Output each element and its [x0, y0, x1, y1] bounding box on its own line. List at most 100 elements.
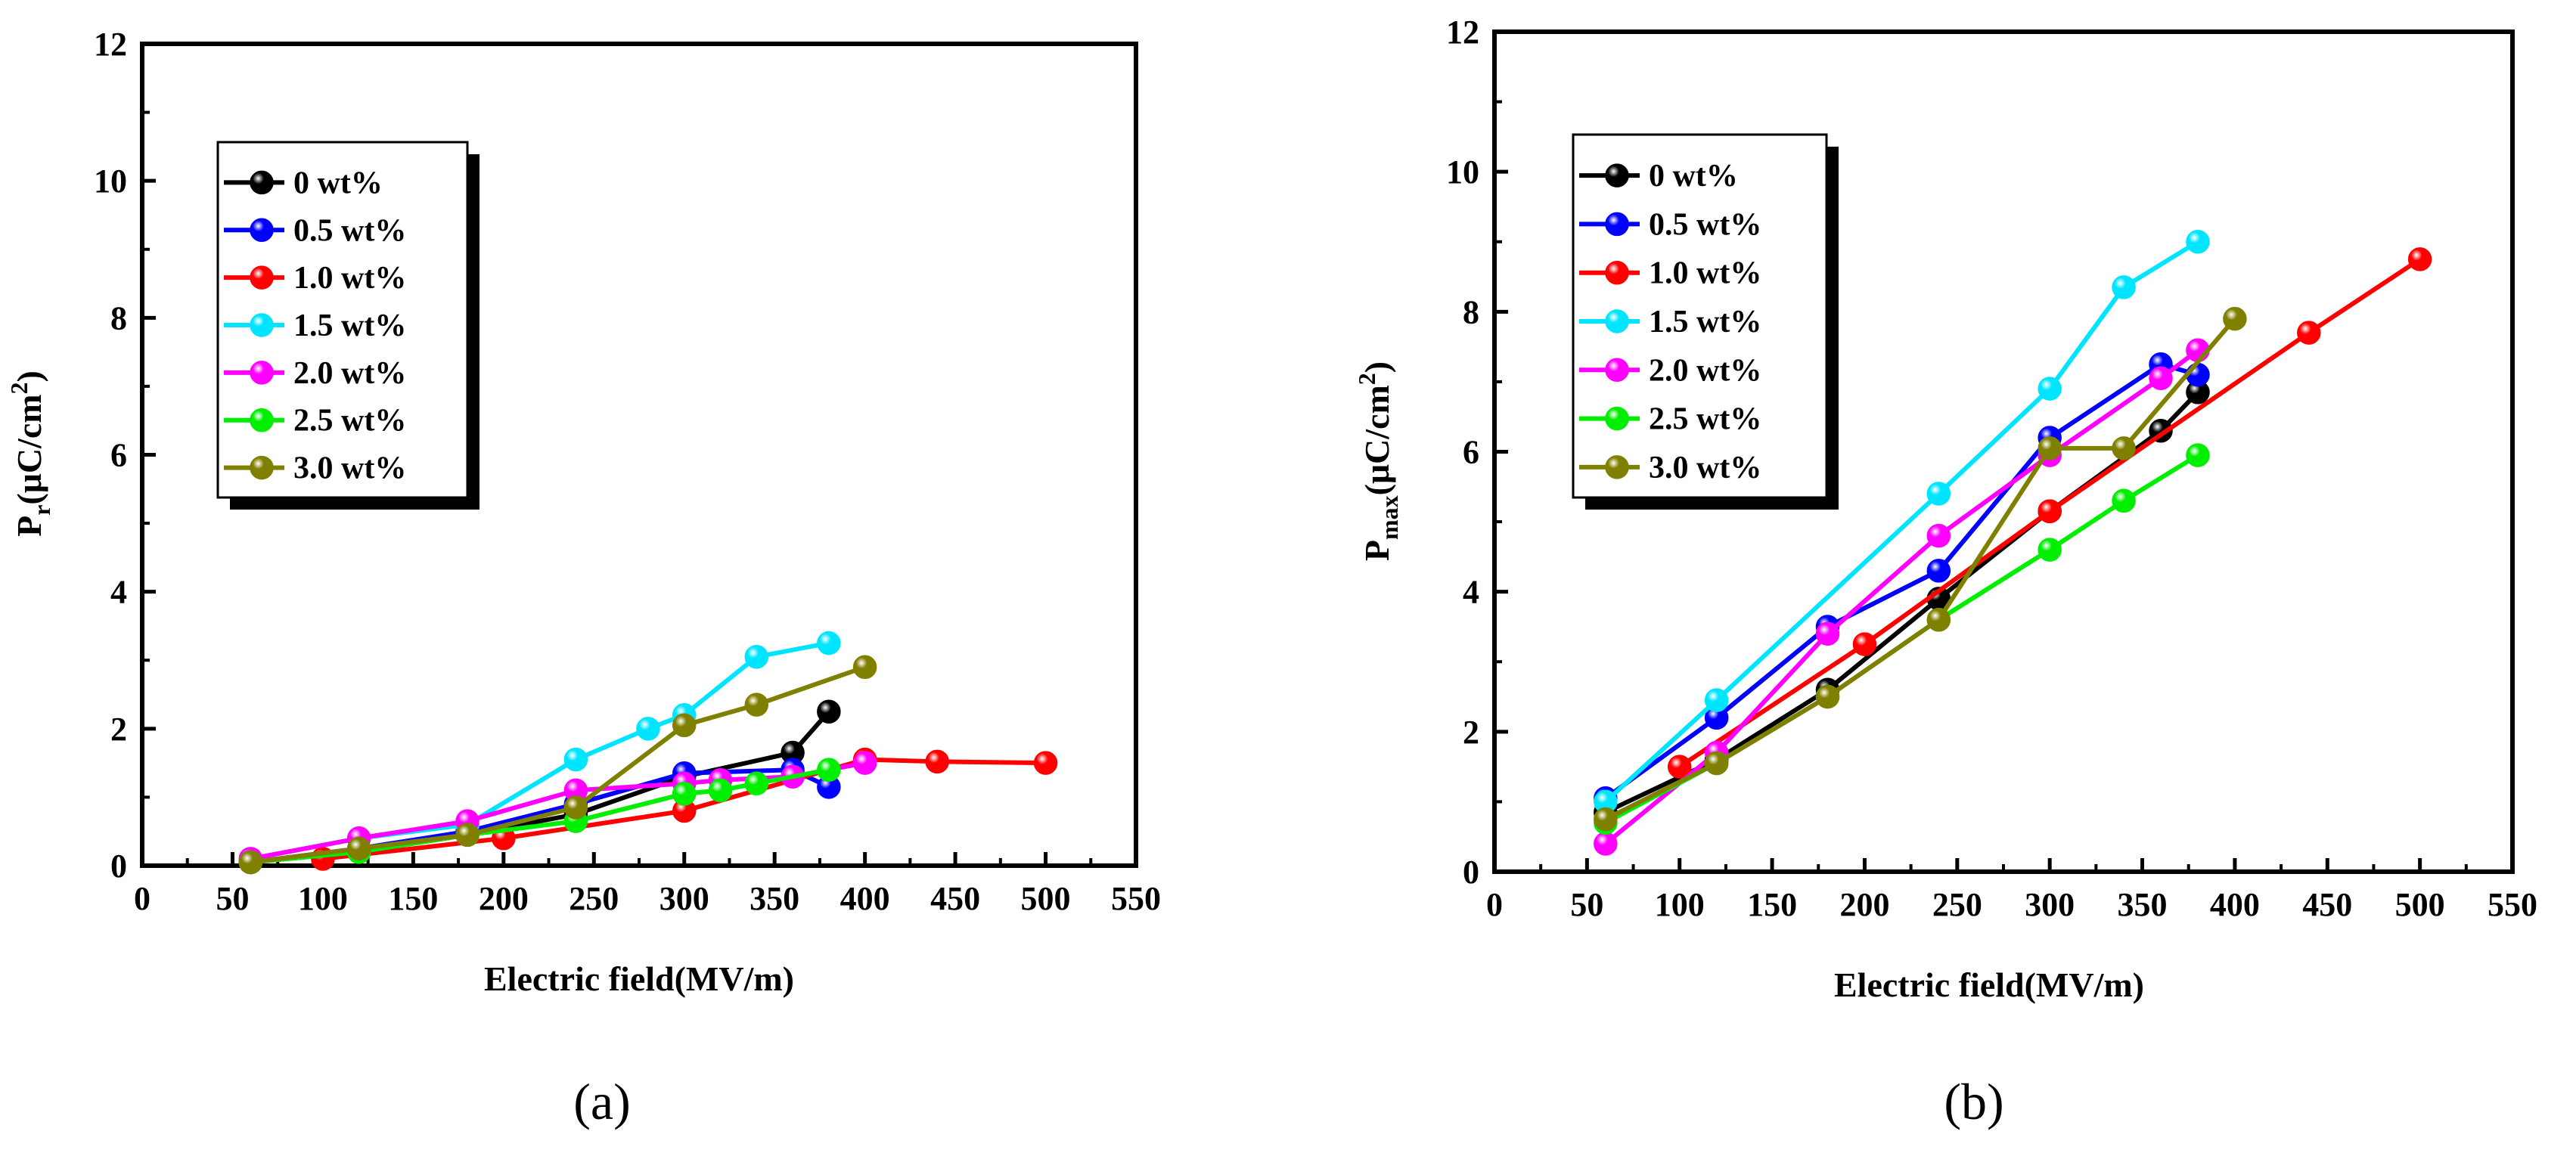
legend: 0 wt% 0.5 wt% 1.0 wt% 1.5 wt% 2.0 wt% 2.5 wt%…	[216, 141, 480, 510]
data-point	[817, 631, 841, 655]
legend-item-3-0-wt: 3.0 wt%	[1579, 451, 1761, 485]
data-point	[1667, 755, 1692, 779]
legend-label: 0 wt%	[1649, 159, 1738, 194]
data-point	[925, 749, 949, 774]
y-tick-label: 10	[94, 163, 127, 200]
x-tick-label: 100	[298, 880, 348, 917]
y-tick-label: 8	[110, 299, 127, 336]
data-point	[455, 823, 480, 847]
legend-label: 1.0 wt%	[1649, 256, 1761, 291]
data-point	[2112, 275, 2136, 299]
y-axis-title: Pr(μC/cm2)	[5, 370, 55, 537]
y-axis-title: Pmax(μC/cm2)	[1353, 361, 1403, 561]
y-tick-label: 0	[1463, 854, 1479, 891]
legend-label: 1.0 wt%	[293, 261, 406, 296]
data-point	[1815, 621, 1840, 646]
legend-item-3-0-wt: 3.0 wt%	[224, 451, 406, 486]
x-tick-label: 500	[1021, 880, 1071, 917]
x-tick-label: 50	[1570, 886, 1603, 923]
y-tick-label: 8	[1463, 293, 1479, 330]
data-point	[1926, 523, 1951, 548]
data-point	[2186, 443, 2210, 467]
data-point	[2112, 488, 2136, 513]
y-tick-label: 12	[1446, 14, 1479, 51]
legend-label: 2.5 wt%	[1649, 402, 1761, 437]
x-tick-label: 150	[1747, 886, 1797, 923]
data-point	[2223, 306, 2247, 331]
y-axis-title-subscript: max	[1376, 495, 1403, 540]
data-point	[2112, 436, 2136, 460]
panel-label-a: (a)	[573, 1073, 630, 1130]
data-point	[672, 713, 697, 738]
x-axis-title: Electric field(MV/m)	[484, 959, 794, 998]
legend-label: 0 wt%	[293, 166, 383, 200]
legend-label: 2.5 wt%	[293, 404, 406, 439]
data-point	[1704, 688, 1729, 712]
legend-item-1-5-wt: 1.5 wt%	[224, 308, 406, 343]
x-axis-title: Electric field(MV/m)	[1834, 965, 2144, 1004]
legend-label: 2.0 wt%	[1649, 353, 1761, 388]
x-tick-label: 50	[216, 880, 249, 917]
data-point	[1926, 482, 1951, 506]
data-point	[563, 747, 588, 772]
x-tick-label: 300	[2025, 886, 2075, 923]
data-point	[1704, 751, 1729, 776]
x-tick-label: 550	[1111, 880, 1161, 917]
legend-label: 0.5 wt%	[293, 213, 406, 248]
panel-label-b: (b)	[1944, 1073, 2003, 1130]
y-tick-label: 2	[1463, 714, 1479, 751]
x-tick-label: 350	[2118, 886, 2168, 923]
y-tick-label: 6	[1463, 434, 1479, 471]
legend-item-0-wt: 0 wt%	[224, 166, 383, 200]
legend-marker	[1605, 406, 1629, 431]
x-tick-label: 100	[1655, 886, 1705, 923]
series-line	[250, 665, 866, 865]
series-1-0-wt	[1667, 247, 2432, 779]
legend-marker	[1605, 260, 1629, 285]
data-point	[2407, 247, 2432, 271]
legend-item-1-0-wt: 1.0 wt%	[1579, 256, 1761, 291]
y-axis-title-close: )	[10, 370, 48, 382]
x-tick-label: 300	[660, 880, 709, 917]
y-tick-label: 12	[94, 26, 127, 63]
y-tick-label: 4	[110, 574, 127, 611]
data-point	[1033, 751, 1058, 775]
legend-marker	[250, 170, 274, 195]
x-tick-label: 0	[134, 880, 151, 917]
data-point	[1852, 632, 1877, 656]
legend-marker	[1605, 163, 1629, 188]
data-point	[1815, 684, 1840, 709]
x-tick-label: 550	[2488, 886, 2537, 923]
data-point	[2038, 538, 2062, 562]
y-axis-title-subscript: r	[28, 505, 55, 516]
legend-item-0-wt: 0 wt%	[1579, 159, 1738, 194]
series-3-0-wt	[238, 655, 877, 875]
y-tick-label: 4	[1463, 574, 1479, 611]
chart-panel-b: 0 50 100 150 200 250 300 350 400 450 500 550 0 2 4 6 8 10…	[1353, 14, 2537, 1004]
chart-panel-a: 0 50 100 150 200 250 300 350 400 450 500 550 0 2 4 6 8 10…	[5, 26, 1161, 998]
legend-marker	[250, 408, 274, 432]
data-point	[2297, 321, 2321, 345]
x-tick-label: 150	[388, 880, 438, 917]
legend: 0 wt% 0.5 wt% 1.0 wt% 1.5 wt% 2.0 wt% 2.5 wt%…	[1572, 133, 1839, 510]
x-tick-label: 400	[840, 880, 890, 917]
legend-marker	[250, 218, 274, 243]
y-axis-title-main: P	[10, 516, 48, 537]
y-axis-title-close: )	[1358, 361, 1396, 373]
data-point	[238, 850, 263, 875]
data-point	[672, 782, 697, 806]
x-tick-label: 450	[2302, 886, 2352, 923]
series-1-5-wt	[1594, 230, 2210, 814]
legend-label: 3.0 wt%	[293, 451, 406, 486]
legend-item-2-5-wt: 2.5 wt%	[1579, 402, 1761, 437]
legend-item-1-0-wt: 1.0 wt%	[224, 261, 406, 296]
legend-marker	[1605, 212, 1629, 237]
legend-marker	[1605, 455, 1629, 479]
data-point	[2038, 377, 2062, 401]
data-point	[1594, 807, 1618, 832]
legend-marker	[250, 361, 274, 385]
legend-marker	[250, 313, 274, 337]
series-line	[1603, 240, 2199, 804]
legend-item-0-5-wt: 0.5 wt%	[224, 213, 406, 248]
